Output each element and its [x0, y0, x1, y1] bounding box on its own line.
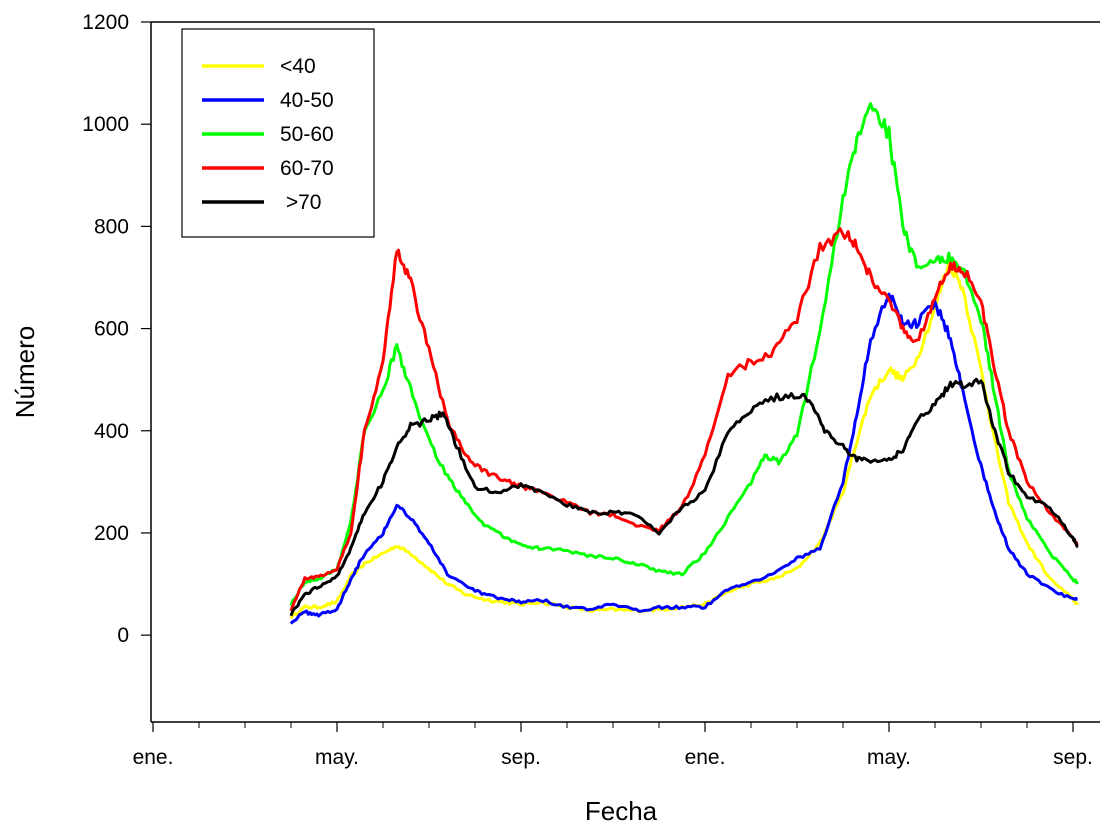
legend-label: 60-70	[280, 157, 334, 180]
y-ticks: 0 200 400 600 800 1000 1200	[82, 11, 151, 647]
series-line	[289, 102, 1079, 607]
axes	[150, 21, 1100, 723]
x-ticks: ene. may. sep. ene. may. sep.	[133, 722, 1093, 769]
legend-label: >70	[280, 191, 321, 214]
y-tick-label: 1000	[82, 113, 129, 136]
y-tick-label: 1200	[82, 11, 129, 34]
x-tick-label: may.	[315, 746, 359, 769]
x-tick-label: sep.	[501, 746, 541, 769]
y-axis-title: Número	[10, 326, 40, 418]
x-tick-label: ene.	[685, 746, 726, 769]
x-axis-title: Fecha	[585, 796, 658, 826]
legend-label: <40	[280, 55, 316, 78]
legend-label: 50-60	[280, 123, 334, 146]
series-lines	[289, 102, 1079, 625]
series-line	[289, 377, 1079, 617]
legend-label: 40-50	[280, 89, 334, 112]
y-tick-label: 600	[94, 318, 129, 341]
series-line	[289, 260, 1079, 620]
y-tick-label: 800	[94, 215, 129, 238]
y-tick-label: 400	[94, 420, 129, 443]
y-tick-label: 0	[117, 624, 129, 647]
x-tick-label: may.	[867, 746, 911, 769]
y-tick-label: 200	[94, 522, 129, 545]
x-tick-label: ene.	[133, 746, 174, 769]
x-tick-label: sep.	[1053, 746, 1093, 769]
legend: <40 40-50 50-60 60-70 >70	[181, 28, 375, 238]
series-line	[289, 227, 1079, 612]
